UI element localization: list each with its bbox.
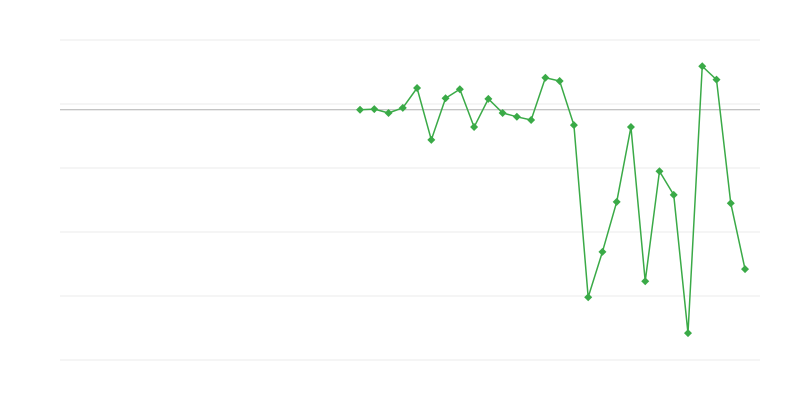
marker xyxy=(455,85,464,94)
marker xyxy=(626,123,635,132)
marker xyxy=(726,199,735,208)
marker xyxy=(555,76,564,85)
line xyxy=(359,64,746,334)
marker xyxy=(655,167,664,176)
marker xyxy=(413,84,422,92)
marker xyxy=(484,94,493,103)
marker xyxy=(683,329,692,338)
marker xyxy=(427,135,436,144)
marker xyxy=(712,75,721,84)
marker xyxy=(370,105,379,114)
marker xyxy=(741,265,750,274)
marker xyxy=(598,247,607,256)
marker xyxy=(398,103,407,112)
marker xyxy=(541,73,550,82)
marker xyxy=(698,62,707,71)
marker xyxy=(527,116,536,124)
marker xyxy=(441,94,450,103)
marker xyxy=(569,121,578,130)
marker xyxy=(356,105,365,114)
marker xyxy=(612,197,621,206)
marker xyxy=(498,108,507,117)
marker xyxy=(669,190,678,199)
marker xyxy=(641,277,650,286)
marker xyxy=(512,112,521,121)
marker xyxy=(584,293,593,302)
marker xyxy=(384,108,393,117)
marker xyxy=(470,123,479,132)
